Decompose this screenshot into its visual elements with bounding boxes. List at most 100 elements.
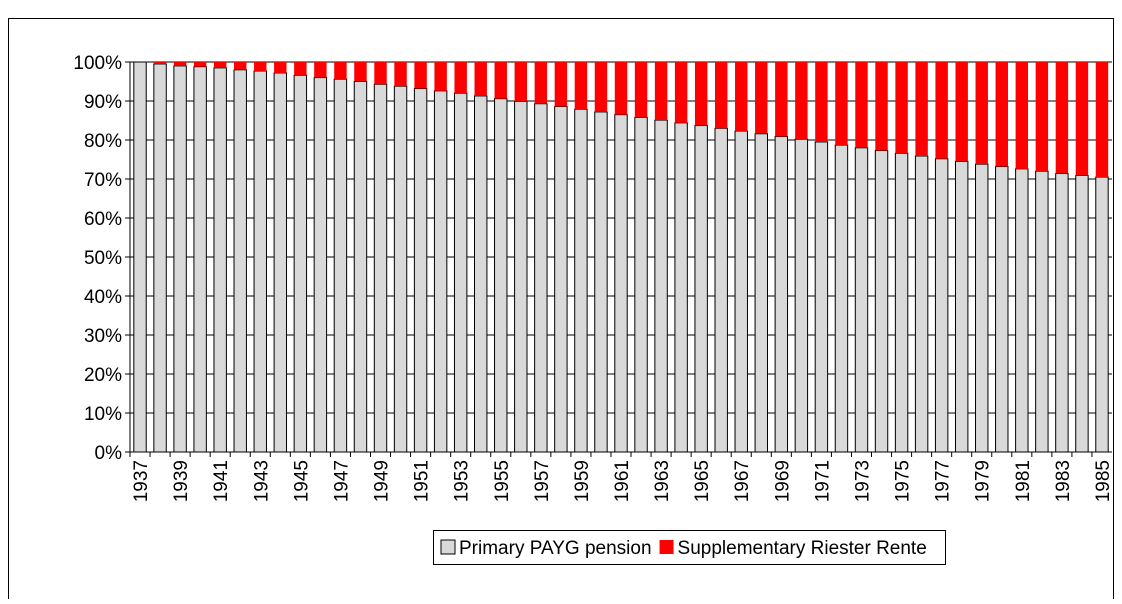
- bar-segment: [894, 152, 909, 453]
- bar-segment: [694, 62, 708, 126]
- bar-segment: [935, 62, 948, 159]
- y-tick-label: 100%: [73, 53, 122, 74]
- bar-segment: [1035, 62, 1049, 172]
- bar-segment: [594, 111, 608, 453]
- bar-segment: [734, 130, 748, 453]
- x-tick-label: 1959: [572, 460, 593, 502]
- bar-segment: [294, 62, 307, 76]
- bar-segment: [293, 74, 308, 453]
- bar-segment: [714, 127, 728, 453]
- bar-segment: [193, 66, 207, 453]
- bar-segment: [975, 62, 988, 165]
- bar-segment: [955, 62, 968, 162]
- bar-segment: [1055, 173, 1069, 453]
- y-tick-label: 40%: [84, 287, 122, 308]
- bar-segment: [815, 62, 828, 142]
- bar-segment: [494, 98, 508, 453]
- bar-segment: [253, 70, 267, 453]
- bar-segment: [393, 85, 408, 453]
- bar-segment: [814, 141, 829, 453]
- bar-segment: [995, 166, 1009, 453]
- bar-segment: [875, 62, 888, 151]
- bar-segment: [674, 122, 688, 453]
- bar-segment: [574, 62, 588, 110]
- x-tick-label: 1963: [652, 460, 673, 502]
- bar-segment: [334, 62, 347, 80]
- x-tick-label: 1975: [893, 460, 914, 502]
- x-tick-label: 1941: [211, 460, 232, 502]
- bar-segment: [774, 135, 789, 453]
- bar-segment: [1015, 168, 1029, 453]
- x-tick-label: 1947: [331, 460, 352, 502]
- bar-segment: [434, 62, 447, 91]
- bar-segment: [534, 62, 548, 104]
- y-tick-label: 60%: [84, 209, 122, 230]
- bar-segment: [333, 78, 348, 453]
- legend-swatch: [659, 540, 674, 554]
- bar-segment: [233, 69, 247, 453]
- bar-segment: [254, 62, 267, 71]
- bar-segment: [614, 62, 628, 115]
- bar-segment: [1095, 176, 1109, 453]
- x-tick-label: 1951: [412, 460, 433, 502]
- bar-segment: [274, 62, 287, 73]
- bar-segment: [373, 83, 388, 453]
- x-tick-label: 1945: [291, 460, 312, 502]
- bar-segment: [714, 62, 728, 129]
- bar-segment: [1055, 62, 1069, 174]
- x-tick-label: 1955: [492, 460, 513, 502]
- y-tick-label: 0%: [95, 443, 123, 464]
- bar-segment: [835, 62, 848, 146]
- x-tick-label: 1977: [933, 460, 954, 502]
- bar-segment: [374, 62, 387, 85]
- x-tick-label: 1961: [612, 460, 633, 502]
- bar-segment: [213, 67, 227, 453]
- bar-segment: [1075, 174, 1089, 453]
- bar-segment: [794, 138, 809, 453]
- bar-segment: [314, 62, 327, 78]
- x-tick-label: 1969: [772, 460, 793, 502]
- x-tick-label: 1979: [973, 460, 994, 502]
- bar-segment: [193, 62, 207, 67]
- x-tick-label: 1965: [692, 460, 713, 502]
- x-tick-label: 1953: [452, 460, 473, 502]
- x-tick-label: 1981: [1013, 460, 1034, 502]
- y-tick-label: 10%: [84, 404, 122, 425]
- bar-segment: [775, 62, 788, 137]
- x-tick-label: 1939: [171, 460, 192, 502]
- bar-segment: [614, 114, 628, 453]
- x-tick-label: 1957: [532, 460, 553, 502]
- bar-segment: [554, 105, 568, 453]
- y-tick-label: 50%: [84, 248, 122, 269]
- bar-segment: [234, 62, 247, 70]
- bar-segment: [1095, 62, 1109, 178]
- bar-segment: [914, 155, 929, 453]
- bar-segment: [353, 81, 368, 453]
- bar-segment: [594, 62, 608, 112]
- bar-segment: [634, 62, 648, 118]
- y-tick-label: 80%: [84, 131, 122, 152]
- bar-segment: [133, 61, 147, 453]
- bar-segment: [915, 62, 928, 156]
- x-tick-label: 1983: [1053, 460, 1074, 502]
- bar-segment: [173, 62, 187, 66]
- bar-segment: [213, 62, 227, 68]
- bar-segment: [313, 77, 328, 453]
- bar-segment: [273, 72, 288, 453]
- bar-segment: [674, 62, 688, 123]
- bar-segment: [934, 158, 949, 453]
- bar-segment: [834, 144, 849, 453]
- bar-segment: [474, 62, 487, 96]
- bar-segment: [654, 119, 668, 453]
- bar-segment: [534, 103, 548, 453]
- bar-segment: [394, 62, 407, 87]
- bar-segment: [474, 95, 488, 453]
- chart-frame: [8, 18, 1114, 604]
- bar-segment: [995, 62, 1008, 167]
- bar-segment: [895, 62, 908, 154]
- bar-segment: [554, 62, 568, 107]
- bar-segment: [754, 133, 768, 453]
- y-tick-label: 30%: [84, 326, 122, 347]
